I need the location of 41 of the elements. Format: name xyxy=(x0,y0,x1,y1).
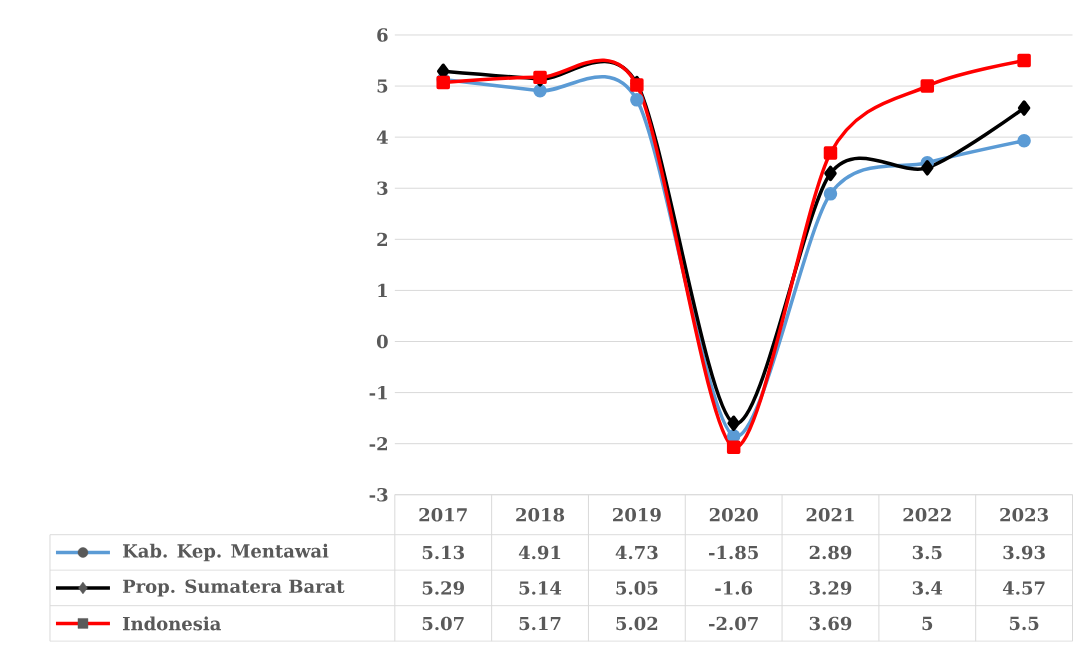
data-label: 4.91 xyxy=(518,545,561,560)
data-label: 3.4 xyxy=(912,581,943,595)
data-label: 5.17 xyxy=(519,616,561,631)
data-label: 5.14 xyxy=(519,581,562,595)
data-label: 4.73 xyxy=(615,545,658,560)
data-label: 5.5 xyxy=(1009,616,1039,631)
data-label: 5.13 xyxy=(422,545,464,560)
legend-label: Prop. Sumatera Barat xyxy=(122,579,345,597)
data-label: 4.57 xyxy=(1002,581,1045,595)
x-tick-label: 2020 xyxy=(709,508,758,522)
data-label: -1.6 xyxy=(715,581,753,595)
y-tick-label: 2 xyxy=(377,232,388,247)
x-tick-label: 2022 xyxy=(903,508,951,522)
data-label: -1.85 xyxy=(708,545,758,560)
data-label: 5.05 xyxy=(616,581,658,595)
y-tick-label: -1 xyxy=(369,386,387,400)
x-tick-label: 2021 xyxy=(806,508,854,522)
data-label: -2.07 xyxy=(708,616,758,631)
y-tick-label: 4 xyxy=(376,130,388,144)
y-tick-label: 6 xyxy=(377,28,388,42)
data-label: 5 xyxy=(922,616,933,631)
legend-label: Kab. Kep. Mentawai xyxy=(122,543,329,562)
y-tick-label: -2 xyxy=(369,437,388,451)
x-tick-label: 2018 xyxy=(516,508,565,522)
data-label: 5.02 xyxy=(616,616,658,631)
y-tick-label: 1 xyxy=(378,283,387,298)
y-tick-label: -3 xyxy=(369,488,388,502)
x-tick-label: 2019 xyxy=(613,508,661,522)
data-label: 5.29 xyxy=(422,581,464,595)
data-label: 3.69 xyxy=(809,616,852,631)
legend-label: Indonesia xyxy=(122,616,221,631)
data-label: 3.93 xyxy=(1003,545,1045,560)
data-label: 2.89 xyxy=(809,545,852,560)
x-tick-label: 2023 xyxy=(1000,508,1048,522)
data-label: 3.5 xyxy=(912,545,942,560)
y-tick-label: 3 xyxy=(377,181,388,196)
y-tick-label: 0 xyxy=(376,334,388,349)
y-tick-label: 5 xyxy=(377,79,388,93)
x-tick-label: 2017 xyxy=(419,508,467,522)
data-label: 5.07 xyxy=(422,616,464,631)
data-label: 3.29 xyxy=(809,581,852,595)
